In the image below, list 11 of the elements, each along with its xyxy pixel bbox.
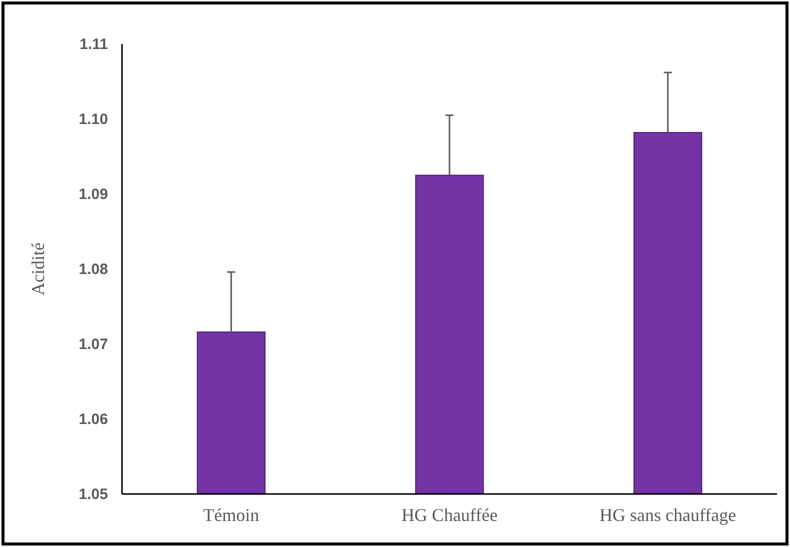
y-tick-label: 1.06 bbox=[78, 410, 108, 428]
y-tick-label: 1.07 bbox=[78, 336, 108, 353]
x-tick-label: HG sans chauffage bbox=[600, 504, 736, 525]
y-tick-label: 1.05 bbox=[78, 486, 108, 503]
y-tick-label: 1.08 bbox=[78, 260, 108, 278]
y-tick-label: 1.09 bbox=[78, 186, 108, 203]
y-axis-title: Acidité bbox=[28, 242, 48, 296]
y-tick-label: 1.10 bbox=[78, 110, 108, 128]
y-tick-label: 1.11 bbox=[80, 36, 108, 53]
x-tick-label: HG Chauffée bbox=[401, 504, 498, 525]
x-tick-label: Témoin bbox=[203, 504, 260, 525]
